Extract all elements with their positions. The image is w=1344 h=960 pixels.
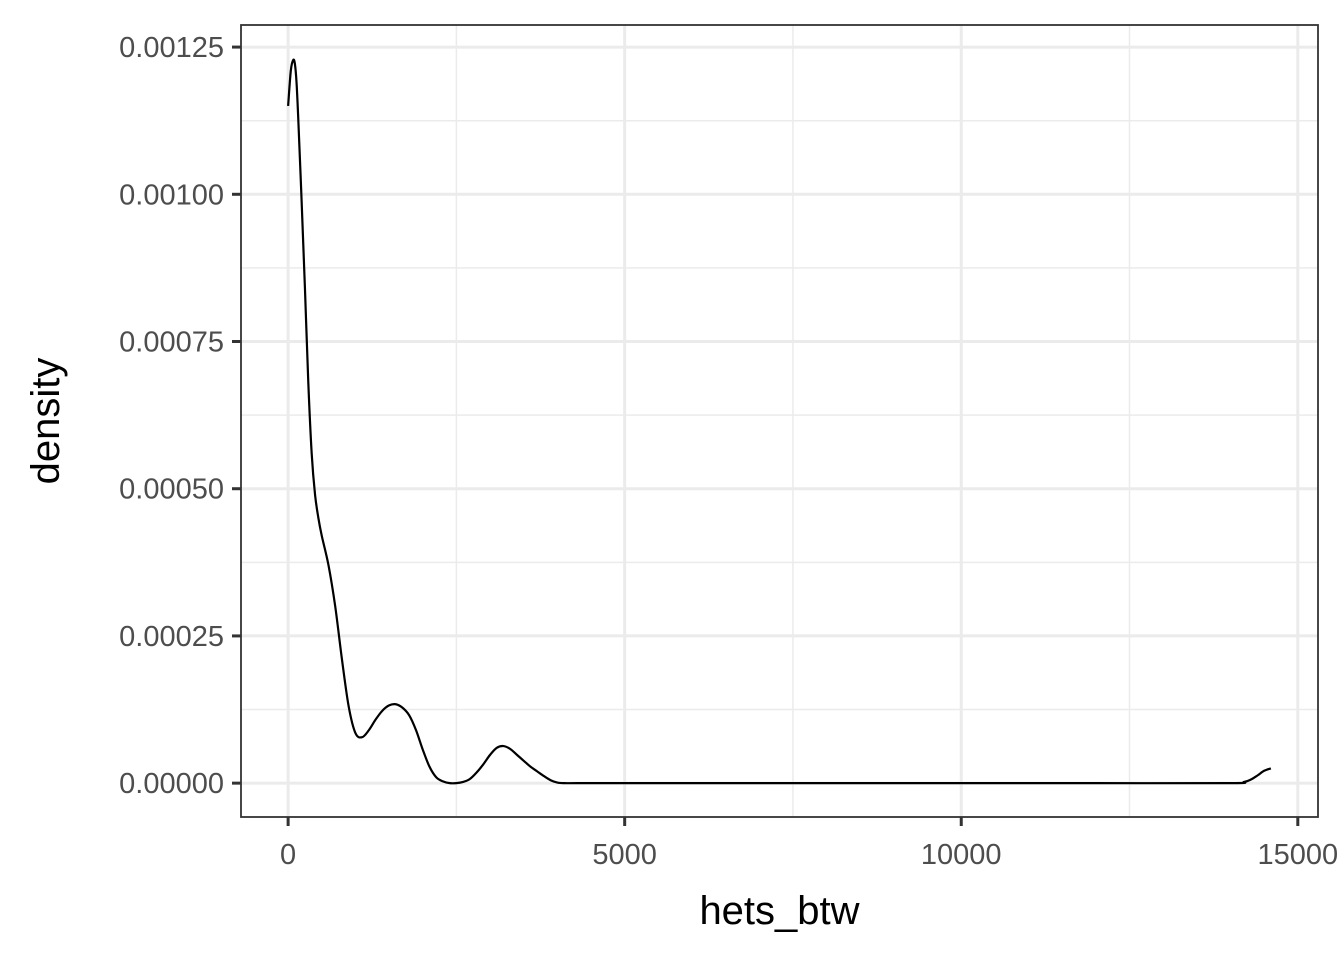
x-axis-title: hets_btw	[699, 889, 859, 933]
y-axis-ticks: 0.00000 0.00025 0.00050 0.00075 0.00100 0.001…	[119, 32, 241, 800]
y-tick-label: 0.00075	[119, 327, 224, 359]
x-tick-label: 0	[280, 839, 296, 871]
density-curve	[287, 58, 1272, 785]
x-axis-ticks: 0 5000 10000 15000	[280, 817, 1338, 871]
y-axis-title: density	[24, 358, 68, 485]
y-tick-label: 0.00100	[119, 179, 224, 211]
minor-gridlines	[241, 25, 1318, 817]
y-tick-label: 0.00050	[119, 474, 224, 506]
plot-panel-border	[240, 24, 1319, 818]
major-gridlines	[241, 25, 1318, 817]
x-tick-label: 5000	[592, 839, 657, 871]
x-tick-label: 10000	[921, 839, 1002, 871]
y-tick-label: 0.00000	[119, 768, 224, 800]
y-tick-label: 0.00025	[119, 621, 224, 653]
y-tick-label: 0.00125	[119, 32, 224, 64]
x-tick-label: 15000	[1257, 839, 1338, 871]
